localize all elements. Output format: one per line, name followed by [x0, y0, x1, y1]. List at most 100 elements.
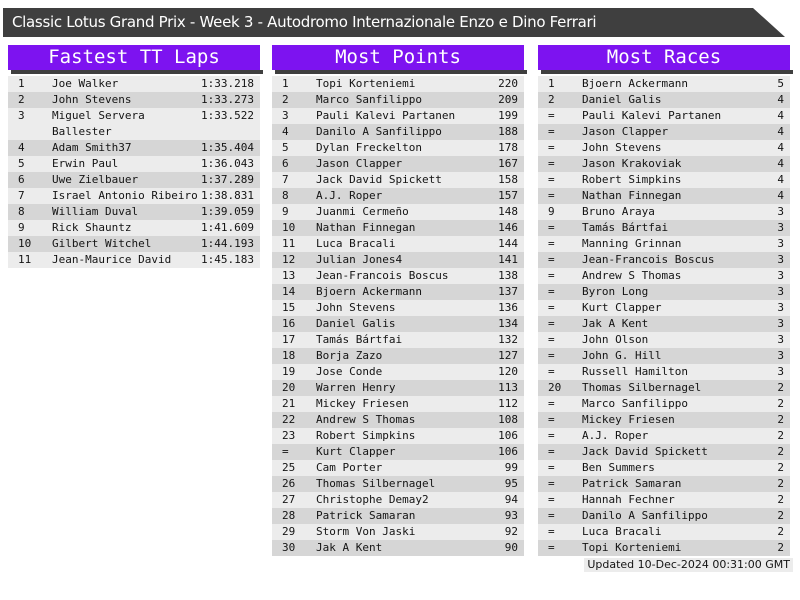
- position-cell: 10: [18, 237, 32, 250]
- points-cell: 146: [498, 221, 518, 234]
- driver-name-cell: Nathan Finnegan: [582, 189, 682, 202]
- table-row: = Topi Korteniemi 2: [538, 540, 790, 556]
- driver-name-cell: Uwe Zielbauer: [52, 173, 139, 186]
- driver-name-cell: Mickey Friesen: [582, 413, 675, 426]
- races-cell: 2: [777, 445, 784, 458]
- driver-name-cell: Adam Smith37: [52, 141, 132, 154]
- races-cell: 3: [777, 221, 784, 234]
- lap-time-cell: 1:41.609: [201, 221, 254, 234]
- points-cell: 92: [504, 525, 518, 538]
- driver-name-cell: Joe Walker: [52, 77, 119, 90]
- driver-name-cell: A.J. Roper: [582, 429, 649, 442]
- position-cell: 3: [18, 109, 25, 122]
- table-row: 9 Bruno Araya 3: [538, 204, 790, 220]
- position-cell: 9: [282, 205, 289, 218]
- points-cell: 220: [498, 77, 518, 90]
- driver-name-cell: Jason Clapper: [582, 125, 669, 138]
- points-cell: 93: [504, 509, 518, 522]
- position-cell: 16: [282, 317, 296, 330]
- driver-name-cell: Bruno Araya: [582, 205, 655, 218]
- table-row: 14 Bjoern Ackermann 137: [272, 284, 524, 300]
- table-row: = Jason Clapper 4: [538, 124, 790, 140]
- races-cell: 3: [777, 301, 784, 314]
- driver-name-cell: Warren Henry: [316, 381, 396, 394]
- position-cell: 20: [548, 381, 562, 394]
- points-cell: 132: [498, 333, 518, 346]
- position-cell: 5: [282, 141, 289, 154]
- table-row: 2 Marco Sanfilippo 209: [272, 92, 524, 108]
- table-row: = Kurt Clapper 106: [272, 444, 524, 460]
- table-row: 12 Julian Jones4 141: [272, 252, 524, 268]
- position-cell: 15: [282, 301, 296, 314]
- points-cell: 178: [498, 141, 518, 154]
- driver-name-cell: Patrick Samaran: [582, 477, 682, 490]
- position-cell: 11: [282, 237, 296, 250]
- driver-name-cell: Jason Clapper: [316, 157, 403, 170]
- table-row: 11 Jean-Maurice David 1:45.183: [8, 252, 260, 268]
- driver-name-cell: Jean-Francois Boscus: [316, 269, 449, 282]
- driver-name-cell: Andrew S Thomas: [316, 413, 416, 426]
- points-cell: 137: [498, 285, 518, 298]
- driver-name-cell: Jack David Spickett: [316, 173, 442, 186]
- table-row: 3 Pauli Kalevi Partanen 199: [272, 108, 524, 124]
- table-row: 20 Warren Henry 113: [272, 380, 524, 396]
- races-cell: 5: [777, 77, 784, 90]
- position-cell: 21: [282, 397, 296, 410]
- driver-name-cell: Topi Korteniemi: [316, 77, 416, 90]
- points-cell: 95: [504, 477, 518, 490]
- races-cell: 4: [777, 109, 784, 122]
- table-row: 30 Jak A Kent 90: [272, 540, 524, 556]
- table-row: = Kurt Clapper 3: [538, 300, 790, 316]
- position-cell: =: [548, 541, 555, 554]
- table-row: 5 Erwin Paul 1:36.043: [8, 156, 260, 172]
- driver-name-cell: Jak A Kent: [582, 317, 649, 330]
- points-cell: 167: [498, 157, 518, 170]
- position-cell: =: [548, 301, 555, 314]
- position-cell: 2: [282, 93, 289, 106]
- position-cell: 6: [282, 157, 289, 170]
- table-row: 26 Thomas Silbernagel 95: [272, 476, 524, 492]
- driver-name-cell: John Stevens: [316, 301, 396, 314]
- driver-name-cell: Jose Conde: [316, 365, 383, 378]
- lap-time-cell: 1:37.289: [201, 173, 254, 186]
- table-row: 5 Dylan Freckelton 178: [272, 140, 524, 156]
- points-cell: 106: [498, 445, 518, 458]
- board-rows-most-races: 1 Bjoern Ackermann 5 2 Daniel Galis 4 = …: [538, 76, 790, 556]
- races-cell: 3: [777, 269, 784, 282]
- position-cell: 8: [282, 189, 289, 202]
- races-cell: 2: [777, 429, 784, 442]
- table-row: 3 Miguel Servera Ballester 1:33.522: [8, 108, 260, 140]
- races-cell: 3: [777, 253, 784, 266]
- driver-name-cell: Jak A Kent: [316, 541, 383, 554]
- table-row: 29 Storm Von Jaski 92: [272, 524, 524, 540]
- driver-name-cell: Luca Bracali: [316, 237, 396, 250]
- driver-name-cell: Luca Bracali: [582, 525, 662, 538]
- driver-name-cell: Jean-Francois Boscus: [582, 253, 715, 266]
- driver-name-cell: Cam Porter: [316, 461, 383, 474]
- table-row: 18 Borja Zazo 127: [272, 348, 524, 364]
- position-cell: =: [548, 317, 555, 330]
- lap-time-cell: 1:44.193: [201, 237, 254, 250]
- races-cell: 2: [777, 477, 784, 490]
- driver-name-cell: Storm Von Jaski: [316, 525, 416, 538]
- table-row: = Russell Hamilton 3: [538, 364, 790, 380]
- updated-timestamp: Updated 10-Dec-2024 00:31:00 GMT: [584, 558, 793, 572]
- table-row: = Marco Sanfilippo 2: [538, 396, 790, 412]
- races-cell: 2: [777, 461, 784, 474]
- driver-name-cell: Jack David Spickett: [582, 445, 708, 458]
- driver-name-cell: Tamás Bártfai: [316, 333, 403, 346]
- table-row: = Ben Summers 2: [538, 460, 790, 476]
- points-cell: 141: [498, 253, 518, 266]
- points-cell: 134: [498, 317, 518, 330]
- table-row: 27 Christophe Demay2 94: [272, 492, 524, 508]
- position-cell: =: [548, 349, 555, 362]
- position-cell: =: [548, 189, 555, 202]
- position-cell: =: [548, 141, 555, 154]
- driver-name-cell: Robert Simpkins: [316, 429, 416, 442]
- points-cell: 127: [498, 349, 518, 362]
- table-row: = Hannah Fechner 2: [538, 492, 790, 508]
- page-title: Classic Lotus Grand Prix - Week 3 - Auto…: [3, 8, 785, 37]
- races-cell: 4: [777, 173, 784, 186]
- position-cell: 1: [282, 77, 289, 90]
- table-row: 9 Rick Shauntz 1:41.609: [8, 220, 260, 236]
